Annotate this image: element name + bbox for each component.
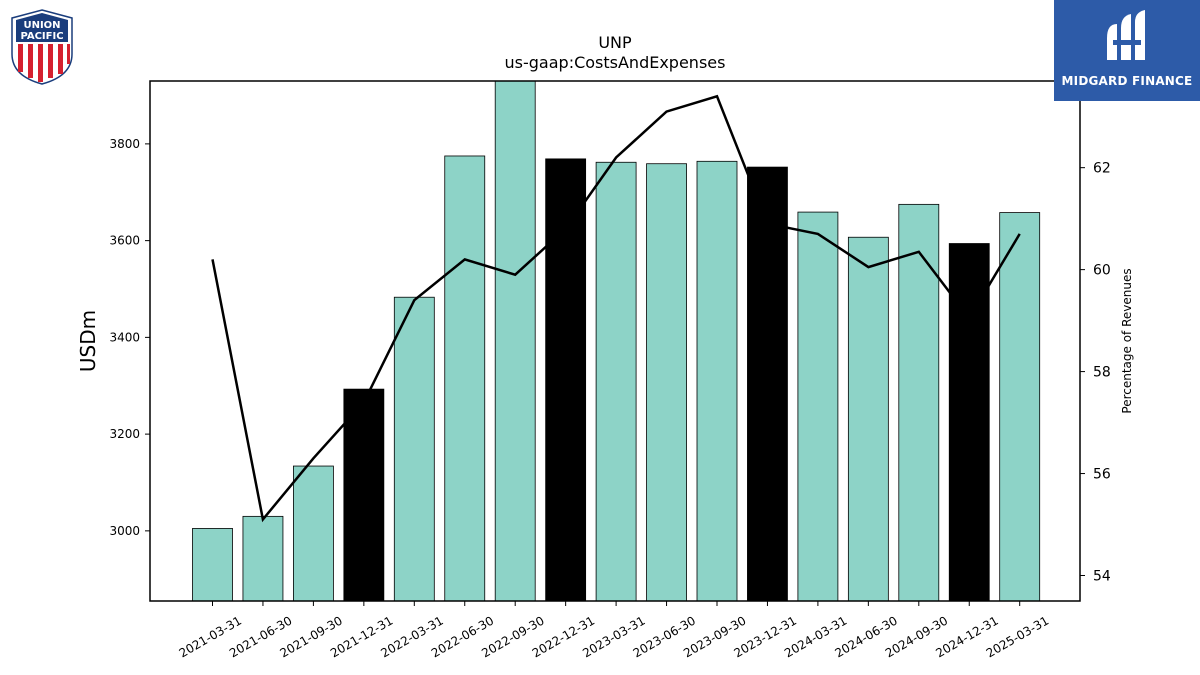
bar-2021-03-31 <box>192 528 233 601</box>
bar-2023-12-31 <box>747 166 788 601</box>
bar-2024-03-31 <box>797 211 839 601</box>
bar-2022-12-31 <box>545 158 587 601</box>
y-tick-label: 3800 <box>109 137 140 151</box>
line-layer <box>211 94 1021 523</box>
y2-axis-label: Percentage of Revenues <box>1120 268 1134 413</box>
midgard-finance-logo: MIDGARD FINANCE <box>1054 0 1200 101</box>
bar-2021-12-31 <box>343 388 385 601</box>
y2-tick-label: 56 <box>1093 467 1111 483</box>
bar-2022-09-30 <box>494 81 536 601</box>
plot-frame <box>149 80 1081 602</box>
percentage-line <box>211 94 1021 523</box>
bar-2021-06-30 <box>242 515 284 601</box>
bar-2022-03-31 <box>393 296 435 601</box>
logo-line1: UNION <box>23 20 60 31</box>
bar-2023-09-30 <box>696 160 738 601</box>
y-tick-label: 3600 <box>109 234 140 248</box>
bars-layer <box>192 81 1041 601</box>
y2-tick-label: 54 <box>1093 569 1111 585</box>
bar-2021-09-30 <box>292 465 334 601</box>
bar-2024-09-30 <box>898 203 940 601</box>
chart-title: UNP <box>598 33 632 52</box>
midgard-mark-icon <box>1107 10 1145 60</box>
y-tick-label: 3200 <box>109 427 140 441</box>
chart-subtitle: us-gaap:CostsAndExpenses <box>505 53 726 72</box>
y2-tick-label: 58 <box>1093 365 1111 381</box>
y-axis-label: USDm <box>76 310 100 372</box>
y-tick-label: 3400 <box>109 330 140 344</box>
bar-2024-12-31 <box>948 243 990 601</box>
bar-2025-03-31 <box>999 212 1041 601</box>
bar-2022-06-30 <box>444 155 486 601</box>
y2-tick-label: 62 <box>1093 161 1111 177</box>
bar-2024-06-30 <box>847 236 889 601</box>
bar-2023-06-30 <box>646 163 687 601</box>
midgard-brand-text: MIDGARD FINANCE <box>1061 74 1193 88</box>
y-tick-label: 3000 <box>109 524 140 538</box>
y2-tick-label: 60 <box>1093 263 1111 279</box>
logo-line2: PACIFIC <box>20 31 63 42</box>
union-pacific-logo: UNION PACIFIC <box>6 8 78 86</box>
bar-2023-03-31 <box>595 161 637 601</box>
shield-icon: UNION PACIFIC <box>11 9 73 85</box>
